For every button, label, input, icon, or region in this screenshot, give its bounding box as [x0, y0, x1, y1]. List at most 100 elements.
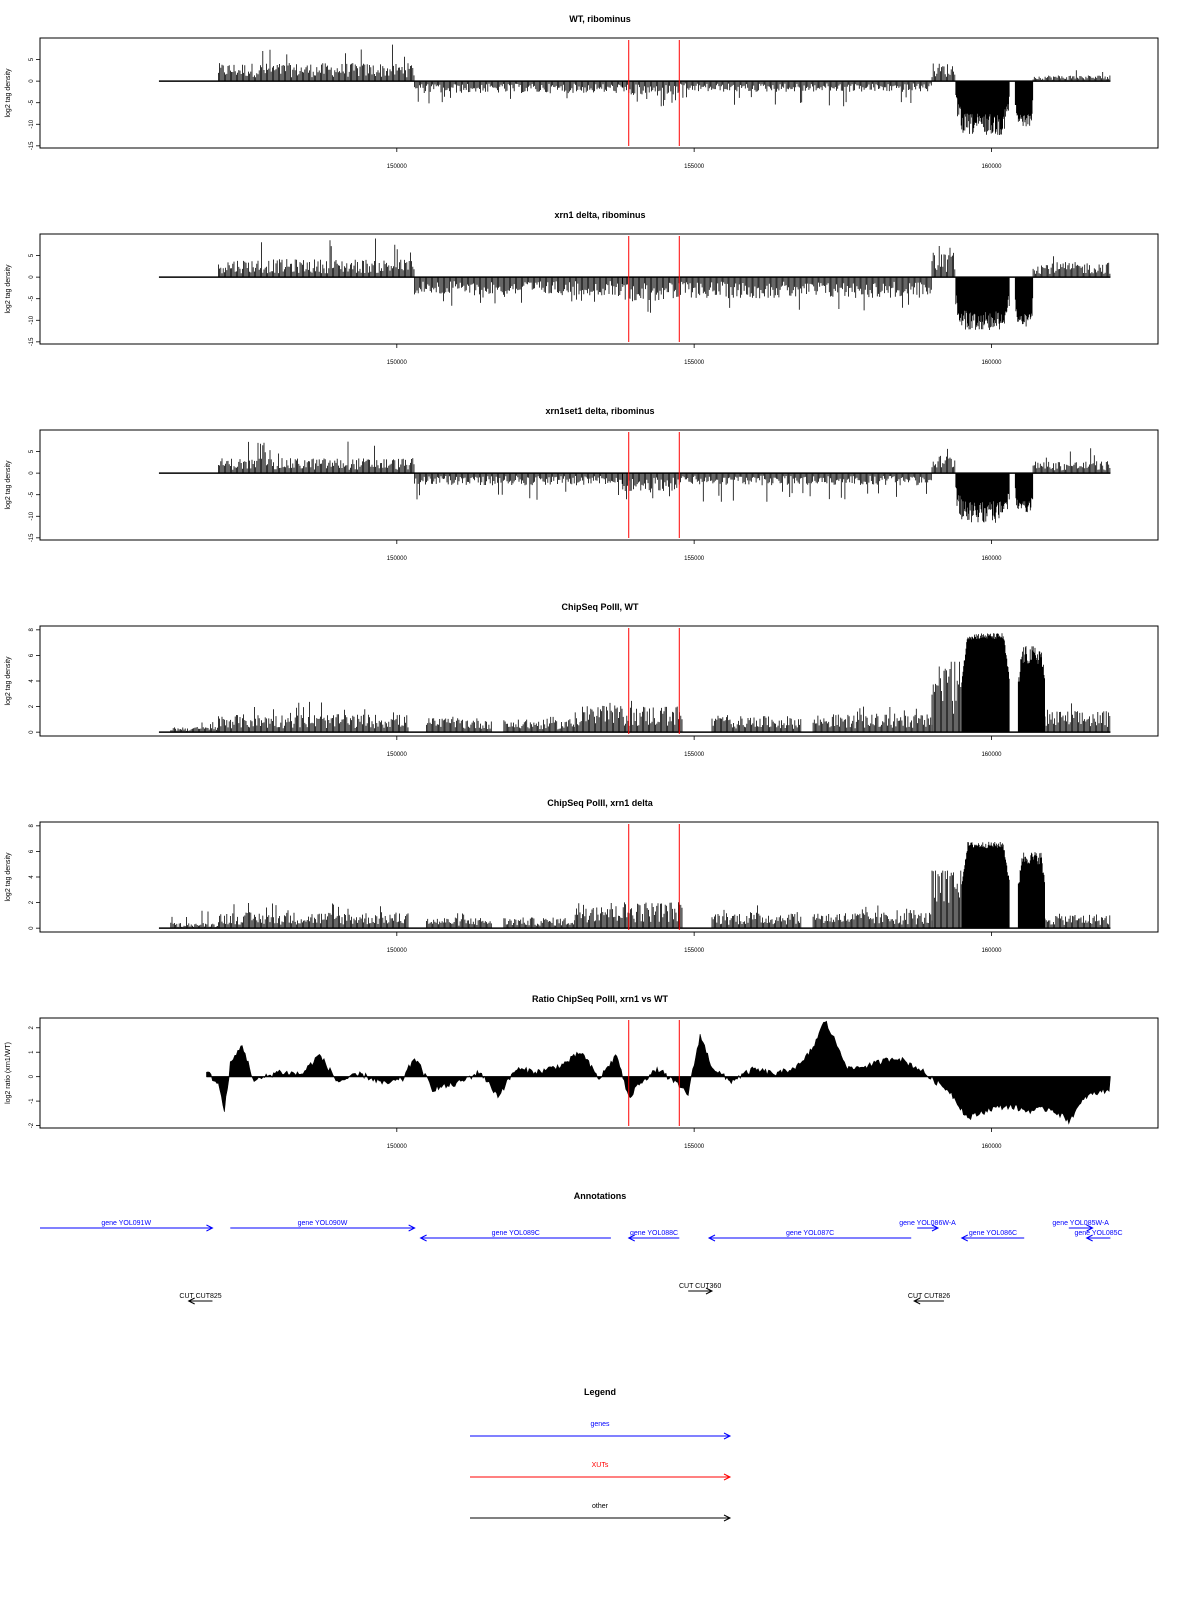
cut-label: CUT CUT360 [679, 1283, 721, 1290]
gene-arrow [40, 1224, 214, 1232]
x-tick-label: 155000 [684, 164, 705, 170]
segment-3 [622, 473, 680, 500]
x-tick-label: 150000 [387, 556, 408, 562]
data-bars [678, 81, 932, 107]
gene-label: gene YOL086C [969, 1230, 1017, 1237]
segment-11 [1044, 703, 1111, 733]
y-tick-label: 6 [29, 849, 35, 853]
data-bars [961, 633, 1010, 733]
y-tick-label: 0 [29, 730, 35, 734]
segment-10 [1017, 852, 1045, 929]
data-bars [218, 903, 409, 929]
arrow-head [913, 1297, 921, 1305]
data-bars [170, 722, 218, 733]
data-bars [218, 701, 409, 733]
segment-2 [414, 473, 623, 500]
data-bars [1017, 852, 1045, 929]
chart-panel-6: Ratio ChipSeq PolII, xrn1 vs WT log2 rati… [5, 994, 1159, 1150]
legend-arrow [470, 1514, 732, 1522]
data-bars [1044, 703, 1111, 733]
segment-5 [931, 63, 956, 82]
data-bars [1014, 473, 1034, 513]
segment-7 [1014, 277, 1034, 327]
y-tick-label: 0 [29, 275, 35, 279]
segment-2 [218, 701, 409, 733]
segment-1 [170, 722, 218, 733]
segment-7 [1014, 81, 1034, 127]
y-axis-label: log2 tag density [5, 264, 12, 314]
y-axis-label: log2 tag density [5, 852, 12, 902]
segment-7 [812, 706, 933, 733]
y-tick-label: -5 [29, 99, 35, 105]
segment-5 [931, 448, 956, 474]
y-axis-label: log2 tag density [5, 656, 12, 706]
annotations-title: Annotations [574, 1191, 627, 1201]
segment-6 [711, 715, 802, 733]
legend-item-genes: genes [470, 1421, 732, 1440]
annotations-panel: Annotations gene YOL091W gene YOL090W gene … [40, 1191, 1123, 1305]
segment-7 [812, 905, 933, 929]
plot-frame [39, 233, 1159, 345]
data-bars [812, 706, 933, 733]
y-tick-label: 1 [29, 1050, 35, 1054]
gene-label: gene YOL085W-A [1052, 1220, 1109, 1227]
x-tick-label: 160000 [981, 360, 1002, 366]
legend-label: other [592, 1503, 609, 1510]
gene-arrow [1085, 1234, 1111, 1242]
segment-8 [931, 870, 962, 929]
legend-title: Legend [584, 1387, 616, 1397]
arrow-head [723, 1473, 732, 1481]
y-tick-label: -15 [29, 533, 35, 542]
x-tick-label: 155000 [684, 1144, 705, 1150]
y-tick-label: -10 [29, 511, 35, 520]
arrow-head [931, 1224, 940, 1232]
data-bars [622, 473, 680, 500]
data-bars [170, 910, 218, 929]
plot-frame [39, 1017, 1159, 1129]
y-axis-label: log2 tag density [5, 460, 12, 510]
cut-arrow [187, 1297, 213, 1305]
gene-arrow [627, 1234, 680, 1242]
chart-title: xrn1 delta, ribominus [554, 210, 645, 220]
y-axis-label: log2 tag density [5, 68, 12, 118]
data-bars [414, 473, 623, 500]
x-tick-label: 155000 [684, 752, 705, 758]
gene-label: gene YOL085C [1074, 1230, 1122, 1237]
data-bars [711, 715, 802, 733]
x-tick-label: 150000 [387, 164, 408, 170]
data-series [158, 44, 1111, 135]
y-tick-label: 8 [29, 628, 35, 632]
segment-6 [955, 473, 1010, 523]
segment-9 [961, 633, 1010, 733]
gene-arrow [707, 1234, 912, 1242]
legend-label: genes [590, 1421, 610, 1428]
segment-4 [678, 81, 932, 107]
legend-arrow [470, 1432, 732, 1440]
chart-panel-1: WT, ribominus log2 tag density -15 -10 -5 0 5 1… [5, 14, 1159, 170]
y-tick-label: -5 [29, 295, 35, 301]
segment-3 [622, 277, 680, 313]
x-tick-label: 150000 [387, 1144, 408, 1150]
segment-4 [678, 473, 932, 502]
gene-label: gene YOL091W [101, 1220, 151, 1227]
arrow-head [705, 1287, 714, 1295]
y-tick-label: 0 [29, 1074, 35, 1078]
segment-2 [414, 277, 623, 306]
data-series [158, 441, 1111, 523]
data-bars [218, 238, 415, 278]
legend-item-other: other [470, 1503, 732, 1522]
arrow-head [627, 1234, 635, 1242]
x-tick-label: 150000 [387, 752, 408, 758]
cut-label: CUT CUT826 [908, 1293, 950, 1300]
data-bars [678, 277, 932, 311]
data-bars [503, 917, 576, 929]
y-axis-label: log2 ratio (xrn1/WT) [5, 1042, 12, 1104]
segment-8 [931, 661, 962, 733]
plot-frame [39, 429, 1159, 541]
gene-label: gene YOL089C [492, 1230, 540, 1237]
legend-label: XUTs [592, 1462, 609, 1469]
legend-item-xuts: XUTs [470, 1462, 732, 1481]
segment-8 [1032, 256, 1111, 278]
data-bars [1017, 646, 1045, 733]
